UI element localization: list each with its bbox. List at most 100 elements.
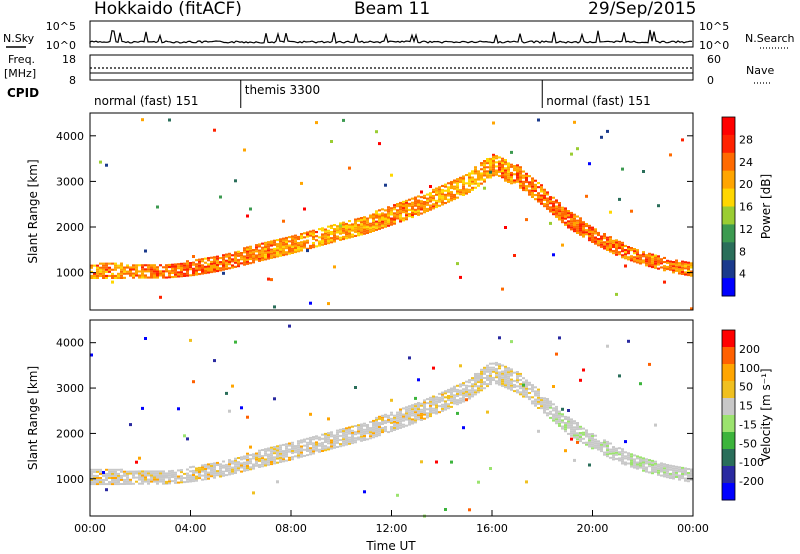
data-cell bbox=[492, 168, 495, 171]
data-cell bbox=[336, 231, 339, 234]
colorbar-swatch bbox=[722, 242, 735, 261]
data-cell bbox=[558, 208, 561, 211]
data-cell bbox=[543, 399, 546, 402]
data-cell bbox=[465, 395, 468, 397]
data-cell bbox=[441, 197, 444, 200]
data-cell bbox=[528, 175, 531, 178]
data-cell bbox=[426, 203, 429, 206]
data-cell bbox=[282, 237, 285, 240]
data-cell bbox=[633, 258, 636, 261]
data-cell bbox=[192, 271, 195, 274]
data-cell bbox=[450, 460, 453, 464]
data-cell bbox=[321, 227, 324, 230]
data-cell bbox=[516, 373, 519, 375]
data-cell bbox=[333, 232, 336, 235]
data-cell bbox=[549, 196, 552, 199]
data-cell bbox=[393, 414, 396, 417]
data-cell bbox=[570, 152, 573, 156]
data-cell bbox=[231, 472, 234, 475]
data-cell bbox=[501, 378, 504, 381]
data-cell bbox=[117, 468, 120, 471]
data-cell bbox=[279, 456, 282, 459]
data-cell bbox=[351, 440, 354, 442]
data-cell bbox=[423, 399, 426, 402]
data-cell bbox=[675, 474, 678, 476]
data-cell bbox=[318, 240, 321, 243]
data-cell bbox=[585, 433, 588, 436]
data-cell bbox=[441, 407, 444, 410]
data-cell bbox=[579, 425, 582, 428]
data-cell bbox=[228, 263, 231, 266]
data-cell bbox=[258, 466, 261, 468]
data-cell bbox=[534, 179, 537, 182]
data-cell bbox=[624, 251, 627, 254]
data-cell bbox=[633, 462, 636, 465]
data-cell bbox=[483, 170, 486, 173]
data-cell bbox=[663, 261, 666, 264]
data-cell bbox=[366, 225, 369, 228]
data-cell bbox=[228, 463, 231, 466]
data-cell bbox=[552, 417, 555, 420]
data-cell bbox=[357, 428, 360, 431]
data-cell bbox=[234, 179, 237, 183]
data-cell bbox=[252, 491, 255, 495]
data-cell bbox=[429, 198, 432, 201]
data-cell bbox=[339, 228, 342, 231]
data-cell bbox=[270, 242, 273, 245]
data-cell bbox=[213, 264, 216, 267]
data-cell bbox=[339, 238, 342, 241]
data-cell bbox=[363, 230, 366, 233]
data-cell bbox=[525, 181, 528, 184]
data-cell bbox=[621, 241, 624, 244]
data-cell bbox=[573, 230, 576, 233]
data-cell bbox=[288, 244, 291, 247]
data-cell bbox=[162, 478, 165, 481]
data-cell bbox=[432, 195, 435, 198]
data-cell bbox=[546, 199, 549, 202]
data-cell bbox=[327, 446, 330, 449]
data-cell bbox=[564, 211, 567, 214]
data-cell bbox=[396, 417, 399, 420]
data-cell bbox=[477, 372, 480, 375]
data-cell bbox=[474, 383, 477, 386]
data-cell bbox=[630, 457, 633, 460]
data-cell bbox=[273, 254, 276, 257]
data-cell bbox=[327, 302, 330, 306]
data-cell bbox=[462, 382, 465, 385]
data-cell bbox=[336, 437, 339, 440]
data-cell bbox=[558, 422, 561, 425]
data-cell bbox=[369, 429, 372, 432]
data-cell bbox=[216, 461, 219, 464]
data-cell bbox=[279, 238, 282, 241]
nsky-panel-frame bbox=[89, 20, 694, 48]
data-cell bbox=[336, 225, 339, 228]
data-cell bbox=[249, 249, 252, 252]
data-cell bbox=[435, 408, 438, 411]
data-cell bbox=[621, 452, 624, 455]
data-cell bbox=[357, 436, 360, 439]
data-cell bbox=[687, 472, 690, 474]
data-cell bbox=[522, 387, 525, 390]
data-cell bbox=[282, 249, 285, 252]
data-cell bbox=[645, 254, 648, 257]
data-cell bbox=[360, 225, 363, 228]
data-cell bbox=[291, 241, 294, 244]
data-cell bbox=[198, 260, 201, 263]
data-cell bbox=[510, 370, 513, 373]
data-cell bbox=[387, 214, 390, 217]
data-cell bbox=[561, 425, 564, 428]
data-cell bbox=[234, 340, 237, 344]
data-cell bbox=[222, 266, 225, 269]
data-cell bbox=[657, 255, 660, 258]
data-cell bbox=[234, 259, 237, 262]
data-cell bbox=[165, 472, 168, 475]
colorbar-swatch bbox=[722, 432, 735, 450]
data-cell bbox=[291, 247, 294, 250]
data-cell bbox=[279, 454, 282, 457]
data-cell bbox=[492, 157, 495, 160]
data-cell bbox=[369, 435, 372, 438]
data-cell bbox=[540, 397, 543, 399]
data-cell bbox=[171, 263, 174, 266]
data-cell bbox=[270, 250, 273, 253]
data-cell bbox=[642, 465, 645, 468]
